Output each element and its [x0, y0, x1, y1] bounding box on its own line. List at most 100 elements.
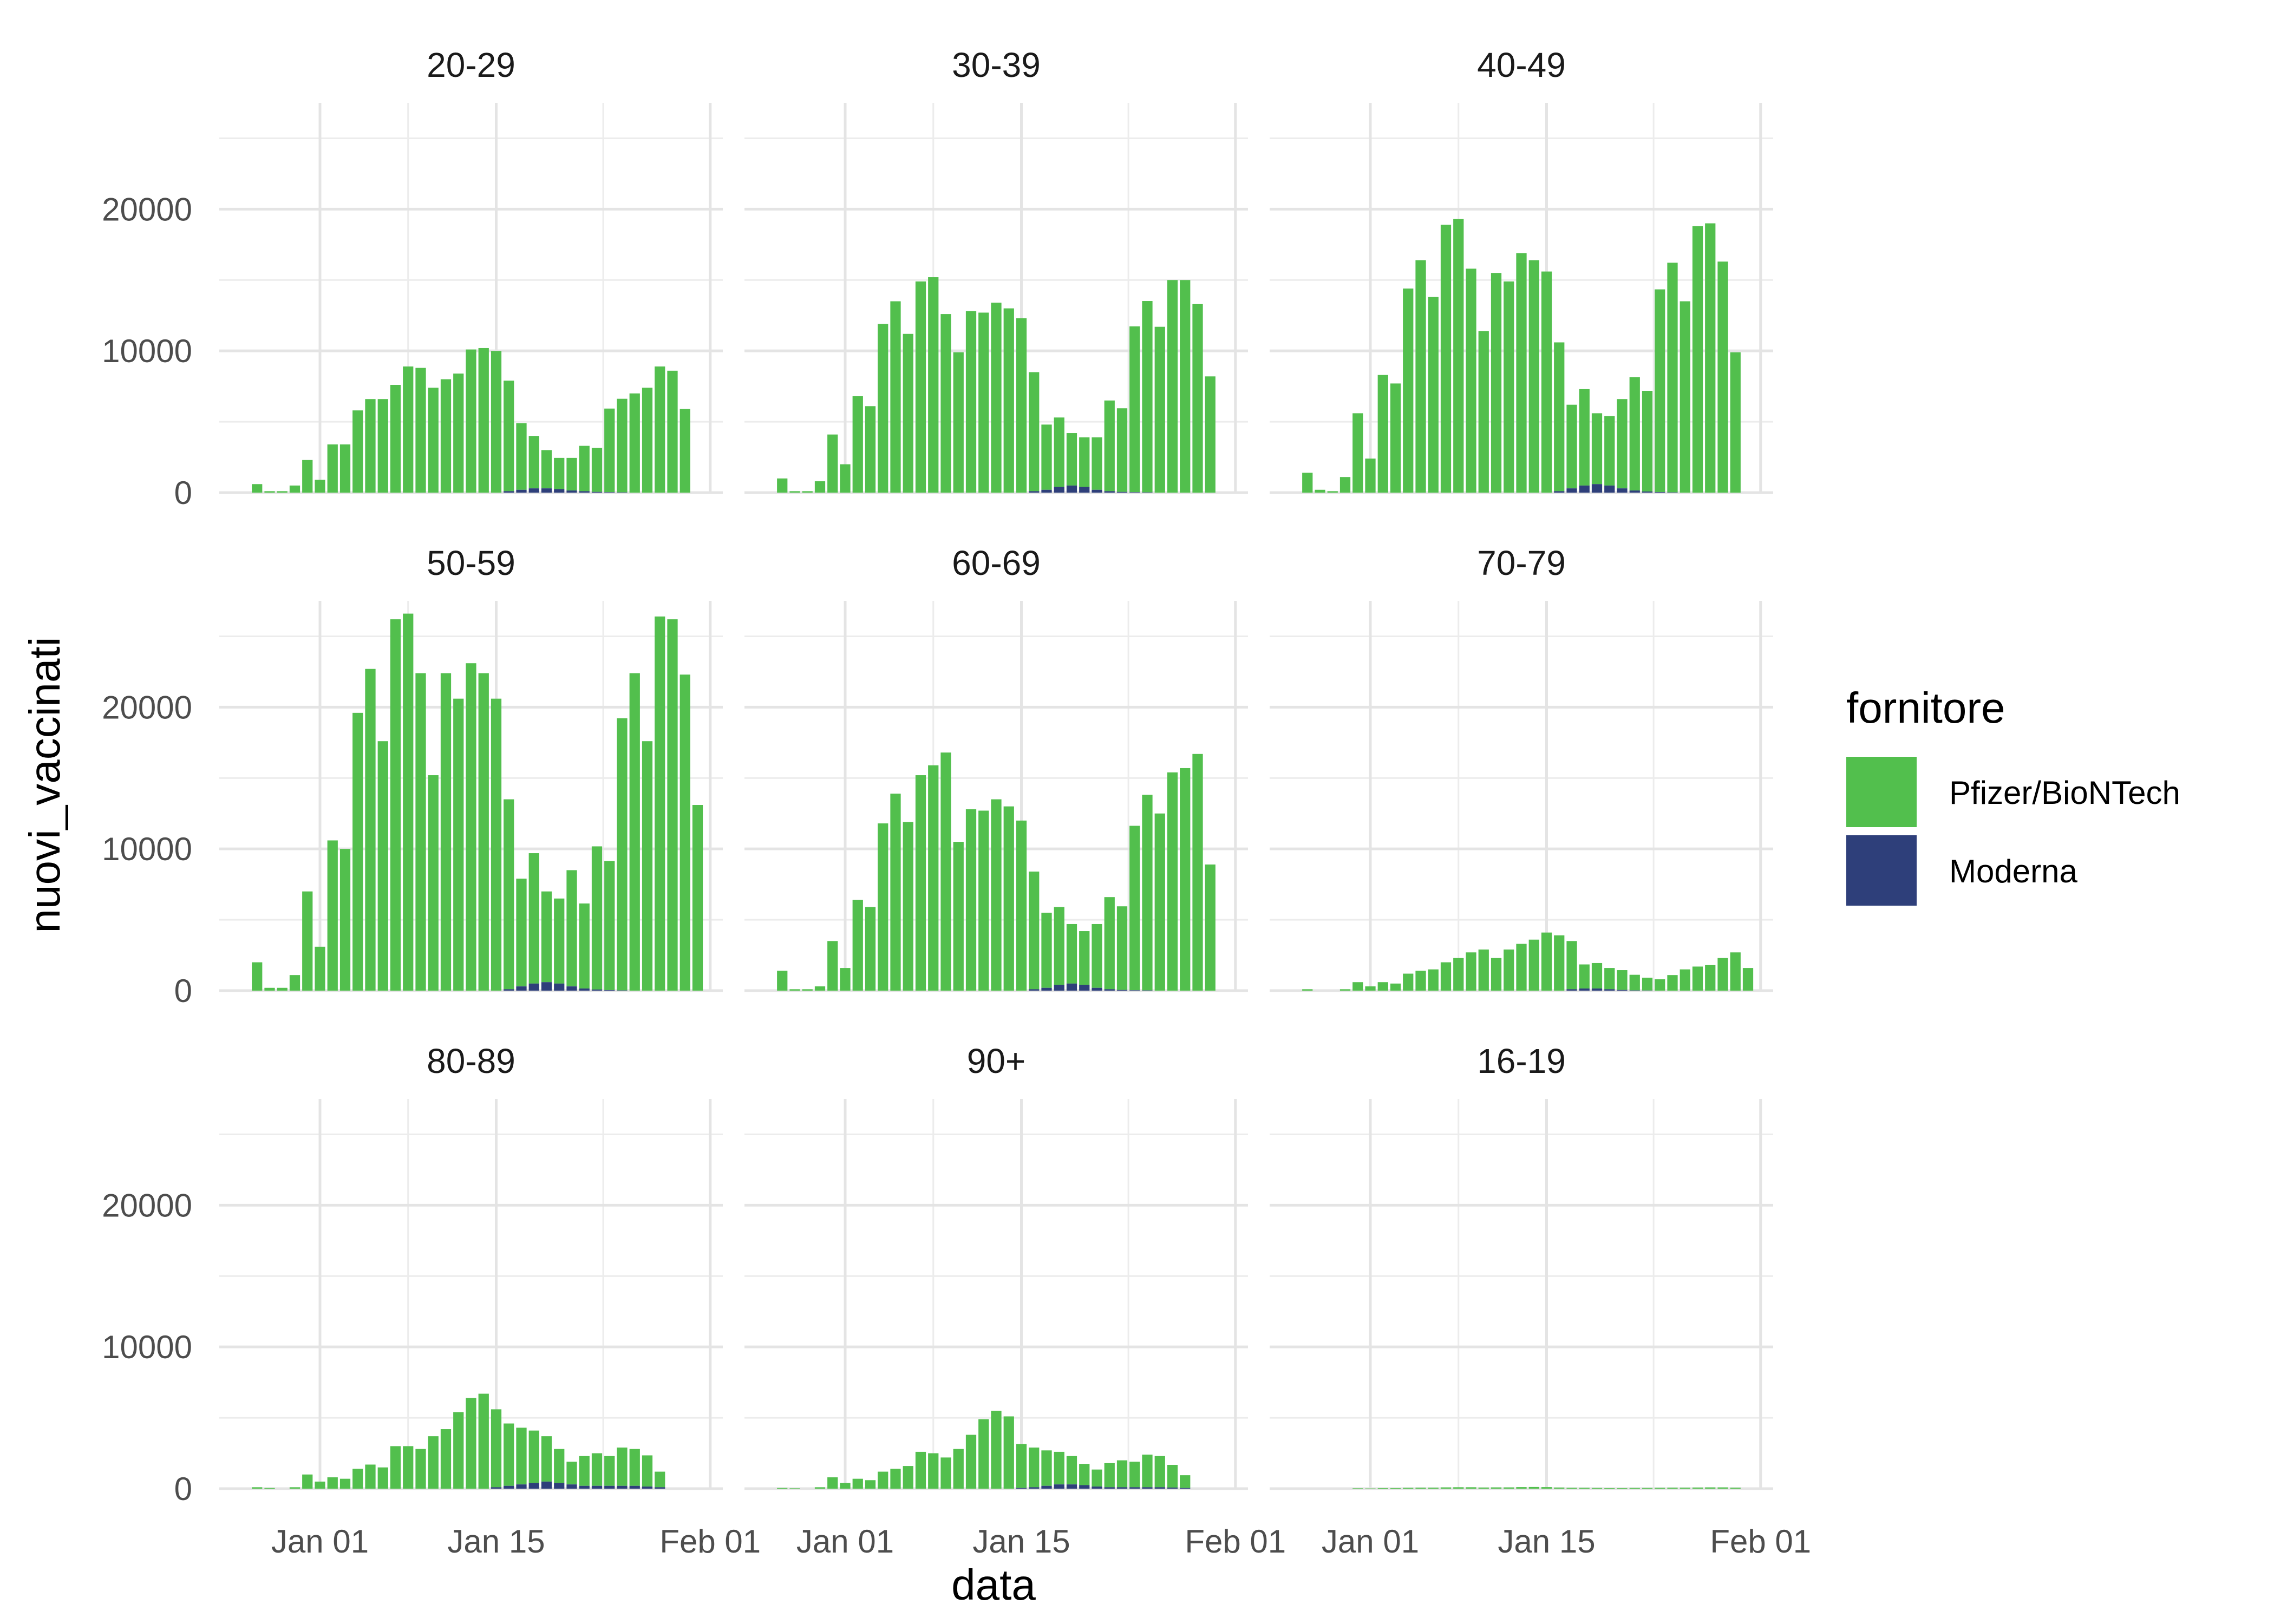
bar-pfizer	[1390, 1488, 1401, 1489]
bar-pfizer	[566, 1462, 577, 1485]
bar-pfizer	[390, 619, 401, 991]
bar-moderna	[554, 1483, 565, 1489]
bar-moderna	[617, 1485, 628, 1489]
bar-pfizer	[1352, 982, 1363, 991]
x-tick-label: Jan 15	[1498, 1523, 1595, 1560]
bar-pfizer	[1041, 424, 1052, 490]
bar-pfizer	[953, 842, 964, 991]
bar-moderna	[1054, 1484, 1064, 1489]
bar-pfizer	[642, 741, 653, 991]
bar-pfizer	[965, 809, 977, 991]
facet-label: 80-89	[427, 1042, 515, 1081]
bar-moderna	[579, 988, 590, 991]
bar-pfizer	[1541, 932, 1552, 991]
bar-pfizer	[1655, 289, 1665, 492]
bar-moderna	[1041, 1485, 1052, 1489]
bar-pfizer	[1104, 897, 1115, 990]
bar-pfizer	[1579, 964, 1590, 989]
bar-pfizer	[1154, 326, 1165, 493]
x-tick-label: Feb 01	[1185, 1523, 1286, 1560]
bar-pfizer	[1205, 864, 1216, 991]
bar-pfizer	[579, 1456, 590, 1486]
bar-pfizer	[978, 312, 989, 493]
bar-moderna	[566, 490, 577, 493]
bar-pfizer	[440, 379, 452, 493]
bar-pfizer	[617, 718, 628, 991]
bar-pfizer	[1066, 1456, 1077, 1485]
bar-pfizer	[252, 1487, 263, 1489]
y-tick-label: 0	[174, 1471, 192, 1507]
bar-pfizer	[440, 673, 452, 991]
bar-pfizer	[1680, 301, 1690, 493]
bar-pfizer	[541, 1436, 552, 1482]
bar-moderna	[604, 1485, 615, 1489]
bar-pfizer	[814, 481, 826, 493]
bar-pfizer	[827, 941, 838, 991]
bar-pfizer	[1041, 913, 1052, 988]
bar-pfizer	[617, 1448, 628, 1486]
bar-moderna	[1604, 989, 1615, 991]
bar-pfizer	[1365, 986, 1376, 991]
bar-pfizer	[1066, 924, 1077, 984]
bar-pfizer	[802, 491, 813, 493]
bar-pfizer	[978, 1419, 989, 1489]
bar-pfizer	[915, 775, 926, 991]
bar-pfizer	[978, 810, 989, 991]
bar-pfizer	[655, 616, 665, 991]
bar-pfizer	[940, 314, 951, 493]
bar-moderna	[1029, 1487, 1040, 1489]
bar-moderna	[1079, 985, 1090, 991]
bar-pfizer	[1604, 1488, 1615, 1489]
bar-pfizer	[1692, 966, 1703, 991]
bar-moderna	[1029, 989, 1040, 991]
bar-moderna	[604, 492, 615, 493]
bar-moderna	[1066, 485, 1077, 493]
bar-pfizer	[252, 962, 263, 991]
bar-moderna	[1092, 1487, 1102, 1489]
panel-20-29: 20-29 0 10000 20000	[102, 45, 723, 511]
bar-pfizer	[504, 799, 514, 990]
bar-moderna	[1142, 990, 1153, 991]
bar-pfizer	[890, 1469, 901, 1489]
bar-pfizer	[1591, 1488, 1603, 1489]
bar-pfizer	[604, 408, 615, 493]
bar-pfizer	[566, 457, 577, 491]
bar-pfizer	[428, 1436, 439, 1489]
bar-pfizer	[1642, 1488, 1653, 1489]
y-tick-label: 0	[174, 475, 192, 511]
bar-pfizer	[504, 381, 514, 492]
bar-pfizer	[1339, 477, 1351, 493]
bar-pfizer	[1054, 1451, 1064, 1485]
bar-pfizer	[554, 457, 565, 489]
bar-pfizer	[415, 368, 426, 493]
bar-pfizer	[1742, 968, 1754, 991]
bar-pfizer	[1142, 1455, 1153, 1488]
bar-pfizer	[339, 1478, 351, 1489]
bar-pfizer	[1003, 1416, 1014, 1489]
bar-pfizer	[1428, 297, 1439, 493]
bar-pfizer	[1566, 404, 1577, 489]
bar-moderna	[1629, 990, 1640, 991]
bar-pfizer	[1415, 1488, 1426, 1489]
bar-pfizer	[1554, 935, 1565, 991]
bar-pfizer	[789, 1488, 800, 1489]
bar-pfizer	[1730, 952, 1741, 991]
bar-moderna	[1604, 485, 1615, 493]
bar-moderna	[604, 990, 615, 991]
bar-moderna	[629, 1485, 640, 1489]
bar-pfizer	[1667, 263, 1678, 493]
bar-pfizer	[252, 484, 263, 493]
bar-pfizer	[1403, 973, 1414, 991]
x-tick-label: Jan 01	[271, 1523, 369, 1560]
facet-label: 20-29	[427, 45, 515, 84]
y-tick-label: 10000	[102, 1329, 192, 1365]
bar-pfizer	[1617, 399, 1628, 489]
bar-pfizer	[415, 673, 426, 991]
bar-pfizer	[1717, 958, 1728, 991]
bar-pfizer	[390, 385, 401, 493]
bar-pfizer	[953, 1449, 964, 1489]
legend-label-pfizer: Pfizer/BioNTech	[1949, 775, 2180, 811]
bar-pfizer	[777, 478, 788, 493]
bar-pfizer	[777, 971, 788, 991]
bar-pfizer	[1617, 1488, 1628, 1489]
